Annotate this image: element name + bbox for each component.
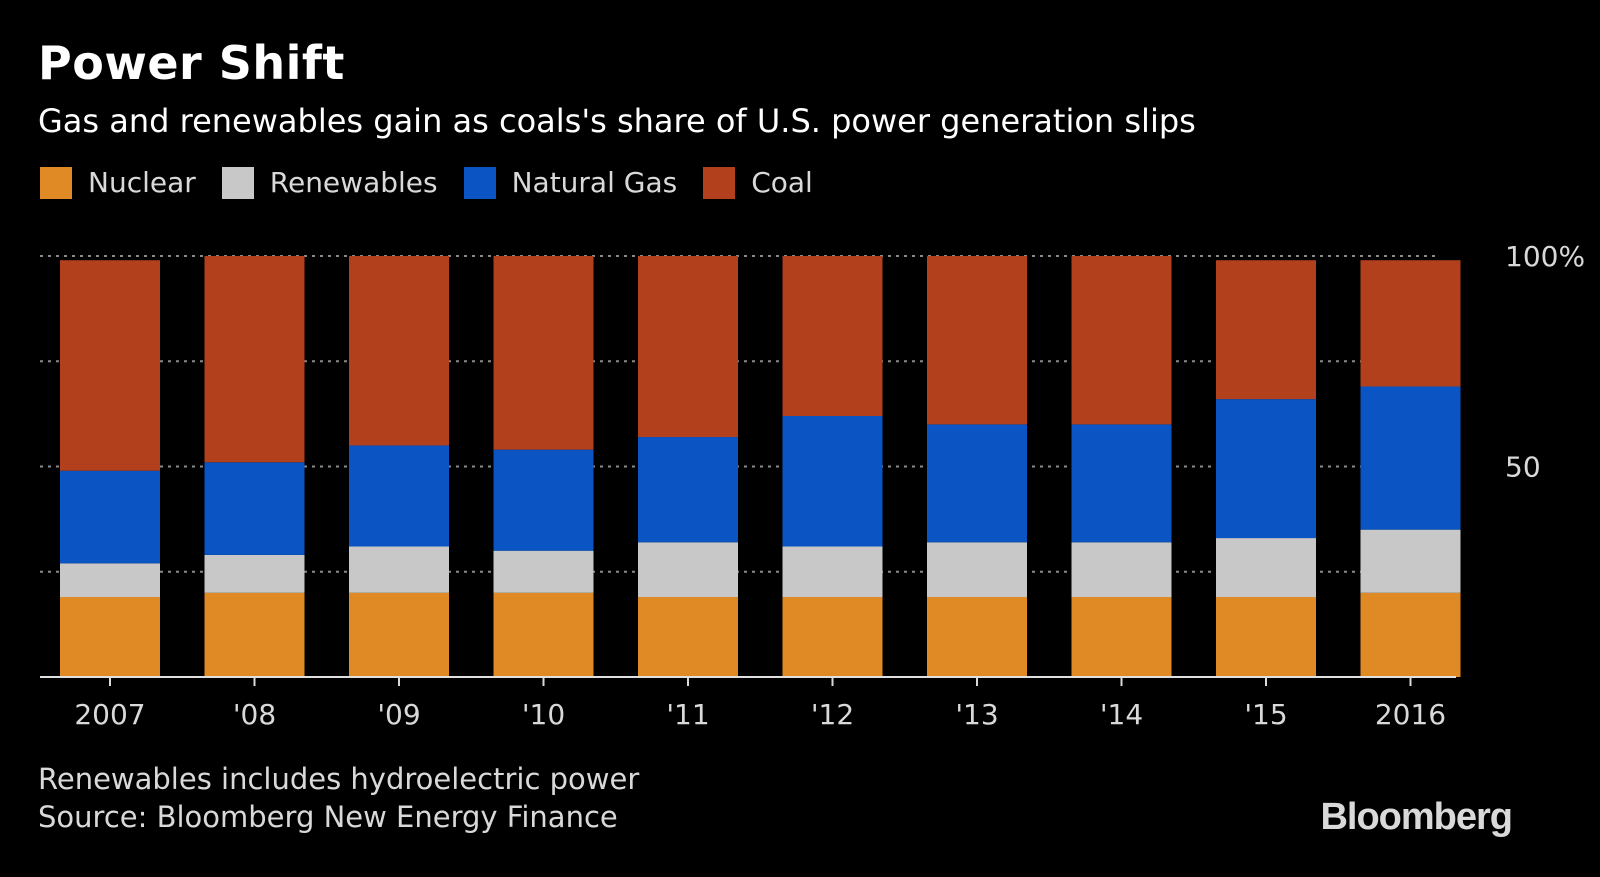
bar-segment-coal-6: [927, 256, 1027, 425]
source-note: Source: Bloomberg New Energy Finance: [38, 800, 618, 834]
chart-subtitle: Gas and renewables gain as coals's share…: [38, 102, 1196, 140]
bar-segment-coal-2: [349, 256, 449, 446]
x-tick-label-6: '13: [955, 698, 998, 731]
x-tick-label-9: 2016: [1375, 698, 1446, 731]
bar-segment-nuclear-7: [1071, 597, 1172, 677]
x-tick-label-4: '11: [666, 698, 709, 731]
bar-segment-nuclear-5: [782, 597, 883, 677]
bar-segment-natural-gas-9: [1360, 386, 1461, 530]
x-tick-label-0: 2007: [74, 698, 145, 731]
bar-segment-coal-0: [60, 260, 160, 471]
bar-segment-coal-9: [1360, 260, 1461, 387]
bar-segment-nuclear-6: [927, 597, 1027, 677]
legend-item-coal: Coal: [703, 166, 813, 199]
bar-segment-renewables-9: [1360, 529, 1461, 593]
legend-item-renewables: Renewables: [221, 166, 438, 199]
bar-segment-renewables-6: [927, 542, 1027, 598]
chart-title: Power Shift: [38, 36, 345, 90]
x-tick-label-2: '09: [377, 698, 420, 731]
legend-label-nuclear: Nuclear: [88, 166, 196, 199]
legend-swatch-coal: [703, 166, 736, 199]
x-tick-label-8: '15: [1244, 698, 1287, 731]
bar-segment-renewables-8: [1216, 538, 1316, 598]
bar-segment-nuclear-9: [1360, 592, 1461, 677]
legend-item-nuclear: Nuclear: [40, 166, 196, 199]
legend-swatch-renewables: [221, 166, 254, 199]
bar-segment-coal-8: [1216, 260, 1316, 400]
bar-segment-coal-3: [493, 256, 594, 450]
bar-segment-natural-gas-8: [1216, 399, 1316, 539]
bar-segment-renewables-4: [638, 542, 738, 598]
x-tick-label-1: '08: [233, 698, 276, 731]
bar-segment-natural-gas-0: [60, 470, 160, 564]
bar-segment-renewables-3: [493, 550, 594, 593]
bar-segment-nuclear-1: [204, 592, 305, 677]
bar-segment-renewables-0: [60, 563, 160, 598]
footnote-renewables: Renewables includes hydroelectric power: [38, 762, 640, 796]
x-tick-label-3: '10: [522, 698, 565, 731]
y-tick-label-100: 100%: [1505, 240, 1585, 273]
legend-swatch-natural-gas: [463, 166, 496, 199]
bar-segment-nuclear-2: [349, 592, 449, 677]
bar-segment-natural-gas-7: [1071, 424, 1172, 543]
bar-segment-nuclear-0: [60, 597, 160, 677]
y-tick-label-50: 50: [1505, 451, 1541, 484]
stacked-bar-chart: 100% 50 2007 '08 '09 '10 '11 '12 '13 '14 '15 2016: [40, 240, 1585, 731]
legend: Nuclear Renewables Natural Gas Coal: [40, 166, 839, 199]
legend-label-coal: Coal: [751, 166, 813, 199]
bar-segment-coal-1: [204, 256, 305, 463]
bar-segment-natural-gas-6: [927, 424, 1027, 543]
bar-segment-natural-gas-4: [638, 437, 738, 543]
bar-segment-natural-gas-3: [493, 449, 594, 551]
bar-segment-natural-gas-5: [782, 415, 883, 547]
legend-label-renewables: Renewables: [269, 166, 438, 199]
bar-segment-natural-gas-2: [349, 445, 449, 547]
legend-label-natural-gas: Natural Gas: [511, 166, 678, 199]
bar-segment-renewables-7: [1071, 542, 1172, 598]
bar-segment-nuclear-3: [493, 592, 594, 677]
legend-item-natural-gas: Natural Gas: [463, 166, 678, 199]
bar-segment-renewables-2: [349, 546, 449, 593]
bar-segment-natural-gas-1: [204, 462, 305, 555]
bar-segment-nuclear-8: [1216, 597, 1316, 677]
bar-segment-nuclear-4: [638, 597, 738, 677]
legend-swatch-nuclear: [40, 166, 72, 199]
bloomberg-logo: Bloomberg: [1320, 796, 1513, 838]
bar-segment-coal-4: [638, 256, 738, 438]
x-tick-label-7: '14: [1100, 698, 1143, 731]
bar-segment-renewables-5: [782, 546, 883, 598]
bar-segment-coal-5: [782, 256, 883, 416]
bar-segment-renewables-1: [204, 554, 305, 593]
x-tick-label-5: '12: [811, 698, 854, 731]
bar-segment-coal-7: [1071, 256, 1172, 425]
